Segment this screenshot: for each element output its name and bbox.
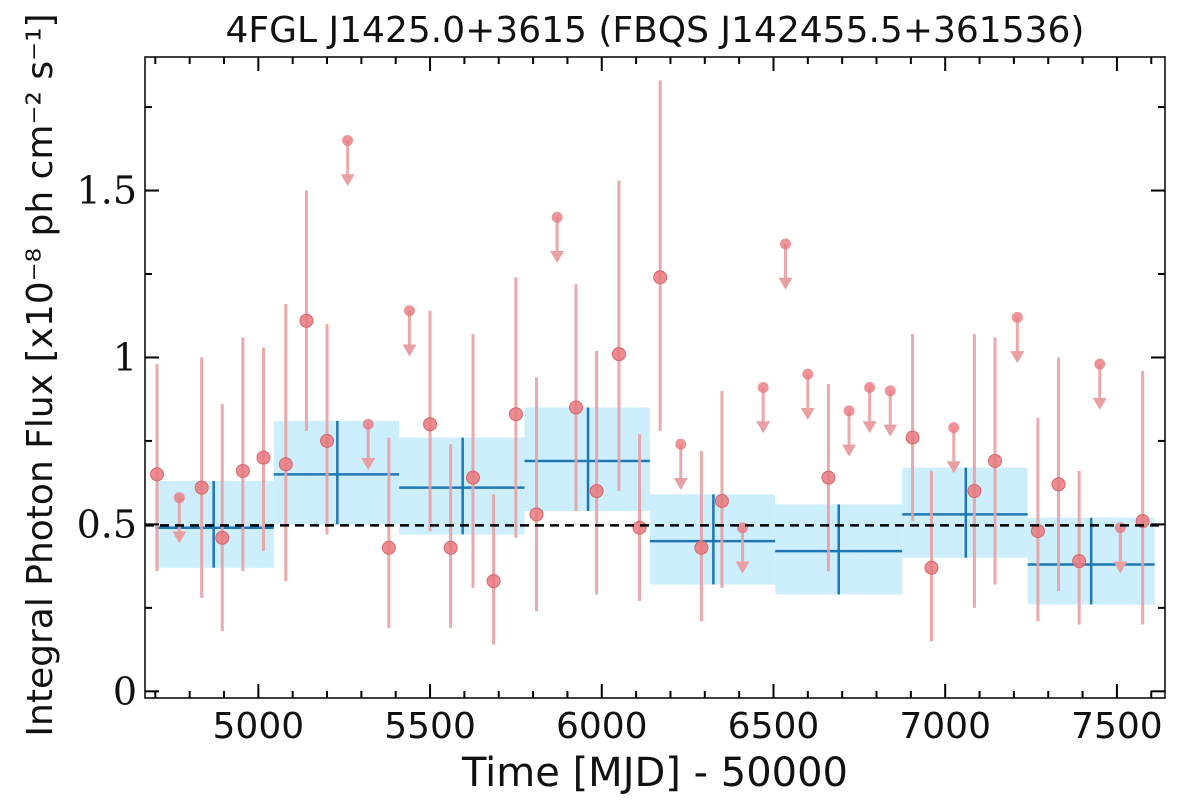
detection-point-11 [465, 470, 480, 485]
y-axis-label: Integral Photon Flux [x10⁻⁸ ph cm⁻² s⁻¹] [20, 13, 61, 736]
upper-limit-point-9 [802, 368, 814, 380]
detection-point-21 [714, 494, 729, 509]
x-tick-label-2: 6000 [556, 706, 648, 747]
upper-limit-arrow-head-13 [946, 461, 961, 474]
detection-point-22 [821, 470, 836, 485]
detection-point-4 [256, 450, 271, 465]
x-tick-label-0: 5000 [213, 706, 305, 747]
upper-limit-arrow-head-8 [778, 277, 793, 290]
x-axis-label: Time [MJD] - 50000 [461, 750, 848, 796]
x-tick-label-3: 6500 [728, 706, 820, 747]
plot-frame [144, 56, 1166, 699]
upper-limit-arrow-head-15 [1092, 397, 1107, 410]
detection-point-13 [508, 407, 523, 422]
upper-limit-point-15 [1094, 358, 1106, 370]
detection-point-16 [589, 484, 604, 499]
upper-limit-arrow-head-11 [862, 421, 877, 434]
detection-point-7 [320, 433, 335, 448]
detection-point-17 [611, 347, 626, 362]
x-tick-label-4: 7000 [899, 706, 991, 747]
plot-area: 5000 5500 6000 6500 7000 7500 0 0.5 1 1.5 [77, 56, 1166, 747]
upper-limit-arrow-head-7 [756, 421, 771, 434]
detection-point-0 [150, 467, 165, 482]
detection-point-29 [1072, 554, 1087, 569]
upper-limit-point-13 [948, 422, 960, 434]
upper-limit-point-14 [1011, 311, 1023, 323]
upper-limit-point-4 [551, 211, 563, 223]
detection-point-1 [194, 480, 209, 495]
detection-point-10 [443, 540, 458, 555]
x-tick-label-5: 7500 [1071, 706, 1163, 747]
upper-limit-arrow-head-4 [550, 250, 565, 263]
upper-limit-point-8 [780, 238, 792, 250]
detection-point-18 [632, 520, 647, 535]
upper-limit-point-12 [884, 385, 896, 397]
upper-limit-arrow-head-3 [402, 344, 417, 357]
upper-limit-arrow-head-1 [340, 174, 355, 187]
detection-point-23 [905, 430, 920, 445]
detection-point-3 [235, 463, 250, 478]
x-axis: 5000 5500 6000 6500 7000 7500 [154, 57, 1163, 747]
detection-point-20 [694, 540, 709, 555]
detection-point-25 [967, 484, 982, 499]
upper-limit-arrow-head-6 [735, 561, 750, 574]
y-axis: 0 0.5 1 1.5 [77, 106, 1165, 713]
upper-limit-arrow-head-10 [842, 444, 857, 457]
detection-point-2 [215, 530, 230, 545]
upper-limit-point-1 [342, 134, 354, 146]
detection-point-12 [486, 574, 501, 589]
detection-series [150, 80, 1150, 645]
detection-point-5 [278, 457, 293, 472]
upper-limit-point-5 [675, 438, 687, 450]
detection-point-8 [381, 540, 396, 555]
detection-point-28 [1051, 477, 1066, 492]
y-tick-label-0: 0 [113, 669, 137, 713]
detection-point-9 [423, 417, 438, 432]
upper-limit-arrow-head-5 [673, 478, 688, 491]
y-tick-label-2: 1 [113, 335, 137, 379]
upper-limit-point-7 [757, 382, 769, 394]
upper-limit-point-0 [173, 492, 185, 504]
upper-limit-arrow-head-9 [800, 407, 815, 420]
upper-limit-arrow-head-0 [172, 531, 187, 544]
detection-point-19 [653, 270, 668, 285]
detection-point-6 [299, 313, 314, 328]
upper-limit-series [172, 134, 1128, 574]
upper-limit-point-3 [403, 305, 415, 317]
upper-limit-arrow-head-12 [883, 424, 898, 437]
upper-limit-point-2 [362, 418, 374, 430]
upper-limit-arrow-head-14 [1010, 351, 1025, 364]
detection-point-15 [569, 400, 584, 415]
y-tick-label-3: 1.5 [77, 169, 137, 213]
upper-limit-arrow-head-16 [1113, 561, 1128, 574]
upper-limit-point-10 [843, 405, 855, 417]
upper-limit-point-6 [737, 522, 749, 534]
detection-point-14 [529, 507, 544, 522]
x-tick-label-1: 5500 [384, 706, 476, 747]
upper-limit-point-16 [1114, 522, 1126, 534]
y-tick-label-1: 0.5 [77, 502, 137, 546]
binned-series [155, 407, 1155, 605]
upper-limit-point-11 [864, 382, 876, 394]
upper-limit-arrow-head-2 [361, 457, 376, 470]
detection-point-24 [924, 560, 939, 575]
chart-title: 4FGL J1425.0+3615 (FBQS J142455.5+361536… [226, 10, 1085, 51]
detection-point-26 [988, 453, 1002, 468]
